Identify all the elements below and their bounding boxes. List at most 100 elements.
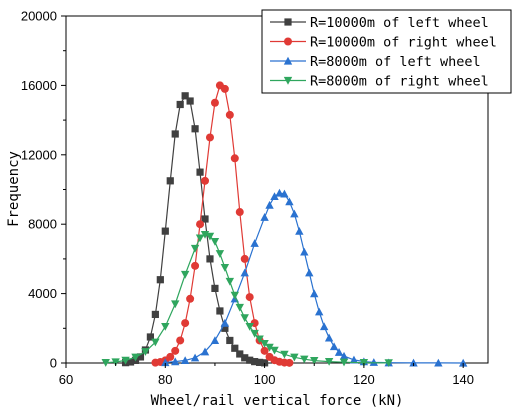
series-line [105,233,389,364]
data-point [205,133,214,142]
data-point [186,294,195,303]
x-tick-label: 100 [254,372,276,387]
data-point [210,237,220,246]
data-point [225,110,234,119]
data-point [166,352,175,361]
plot-area [65,15,489,368]
data-point [369,358,379,366]
data-point [235,208,244,217]
data-point [190,244,200,253]
data-point [211,284,219,292]
data-point [161,358,170,367]
data-point [176,100,184,109]
legend-marker [283,56,293,65]
data-point [384,359,393,368]
data-point [334,348,344,356]
x-tick-label: 140 [452,372,474,387]
data-point [221,324,229,332]
data-point [260,346,269,355]
data-point [225,277,235,286]
data-point [206,255,214,263]
data-point [265,343,274,352]
data-point [121,356,130,365]
series-1 [121,92,269,367]
data-point [310,356,319,365]
data-point [329,342,339,351]
data-point [111,358,120,367]
data-point [349,355,359,364]
data-point [196,220,205,229]
data-point [156,276,164,284]
data-point [171,346,180,355]
data-point [458,358,468,367]
data-point [280,189,289,198]
data-point [141,348,150,356]
legend-item: R=8000m of right wheel [270,74,489,90]
data-point [146,333,154,341]
data-point [434,358,443,367]
data-point [210,98,219,107]
data-point [171,300,180,309]
data-point [201,215,209,223]
data-point [260,359,269,367]
data-point [285,358,294,367]
data-point [290,353,299,362]
series-4 [101,231,393,368]
data-point [230,291,239,300]
data-point [186,97,194,105]
legend-item: R=8000m of left wheel [270,54,481,70]
data-point [250,239,259,247]
data-point [181,92,189,100]
data-point [210,336,220,345]
data-point [265,200,274,209]
data-point [190,353,200,362]
data-point [275,188,284,197]
data-point [235,303,244,312]
data-point [161,322,170,331]
legend-marker [284,37,292,46]
data-point [176,336,185,345]
x-tick-label: 80 [158,372,172,387]
legend-marker [283,76,293,85]
data-point [196,168,204,176]
data-point [280,350,289,359]
data-point [220,263,230,272]
legend-label: R=8000m of right wheel [310,74,489,90]
data-point [255,335,264,344]
axis-layer: 60 80 100 120 140 0 4000 8000 12000 16000 20000 [21,9,474,388]
y-tick-label: 8000 [28,217,57,232]
data-point [260,213,269,221]
data-point [220,84,229,93]
legend-marker [284,18,292,26]
y-tick-label: 0 [50,356,57,371]
data-point [181,319,190,328]
data-point [166,177,174,185]
y-tick-label: 20000 [21,9,57,24]
data-point [256,358,264,366]
data-point [339,351,349,360]
series-3 [161,188,468,367]
data-point [151,338,160,347]
data-point [226,336,234,345]
data-point [295,226,304,235]
data-point [270,192,279,201]
data-point [339,358,349,367]
data-point [205,232,215,241]
legend-label: R=10000m of right wheel [310,35,497,51]
data-point [195,234,205,243]
data-point [285,197,294,206]
data-point [310,289,319,298]
data-point [171,130,179,138]
data-point [161,227,169,235]
y-axis-title: Frequency [6,151,22,227]
data-point [300,247,309,256]
data-point [324,333,334,342]
data-point [136,353,145,361]
data-point [126,358,135,366]
data-point [240,254,249,263]
data-point [290,209,299,218]
data-point [191,261,200,270]
series-2 [151,81,294,367]
data-point [251,358,259,366]
x-tick-label: 60 [59,372,73,387]
